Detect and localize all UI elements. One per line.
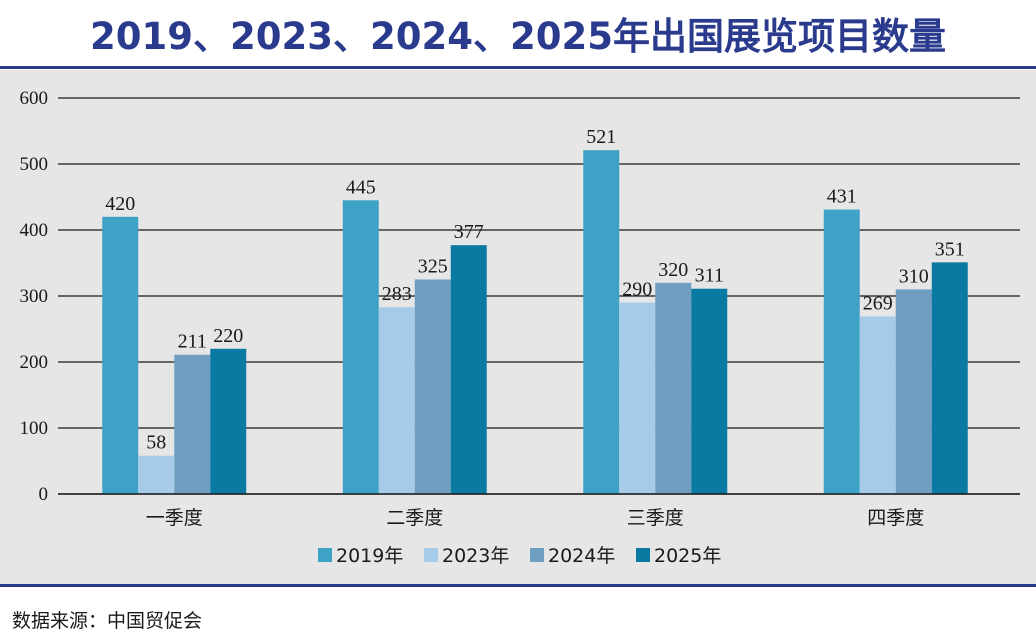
bar [414, 279, 451, 494]
legend-label: 2024年 [548, 545, 615, 567]
bar [619, 302, 656, 494]
data-label: 521 [586, 126, 616, 148]
x-category-label: 一季度 [146, 507, 203, 529]
bar [450, 245, 487, 494]
y-tick-label: 400 [20, 220, 49, 241]
data-source: 数据来源：中国贸促会 [12, 610, 203, 632]
data-label: 320 [658, 259, 688, 281]
bar [859, 316, 896, 494]
data-label: 310 [899, 265, 929, 287]
legend-swatch [636, 548, 650, 562]
data-label: 351 [935, 238, 965, 260]
bar-chart: 0 100 200 300 400 500 600 420 58 211 220 一季度 445 283 3… [20, 88, 1020, 567]
page-title: 2019、2023、2024、2025年出国展览项目数量 [90, 15, 946, 58]
bar [823, 209, 860, 495]
data-label: 325 [418, 256, 448, 278]
bar [174, 354, 211, 494]
data-label: 220 [213, 325, 243, 347]
data-label: 311 [695, 265, 724, 287]
data-label: 420 [105, 193, 135, 215]
bar [102, 216, 139, 495]
bar [138, 455, 175, 494]
data-label: 211 [178, 331, 207, 353]
legend-swatch [318, 548, 332, 562]
data-label: 445 [346, 176, 376, 198]
bottom-divider [0, 584, 1036, 587]
y-tick-label: 200 [20, 352, 49, 373]
x-category-label: 四季度 [867, 507, 924, 529]
title-divider [0, 66, 1036, 69]
legend-label: 2019年 [336, 545, 403, 567]
x-category-label: 二季度 [386, 507, 443, 529]
y-tick-label: 100 [20, 418, 49, 439]
data-label: 290 [622, 279, 652, 301]
bar [210, 348, 247, 494]
chart-panel: 0 100 200 300 400 500 600 420 58 211 220 一季度 445 283 3… [0, 70, 1036, 584]
y-tick-label: 600 [20, 88, 49, 109]
data-label: 58 [146, 432, 166, 454]
bar [378, 307, 415, 494]
legend-label: 2023年 [442, 545, 509, 567]
data-label: 269 [863, 292, 893, 314]
bar [342, 200, 379, 495]
bar [655, 282, 692, 494]
data-label: 283 [382, 283, 412, 305]
data-label: 377 [454, 221, 484, 243]
bar [895, 289, 932, 494]
legend-swatch [424, 548, 438, 562]
legend-swatch [530, 548, 544, 562]
legend-label: 2025年 [654, 545, 721, 567]
bar [691, 288, 728, 494]
data-label: 431 [827, 186, 857, 208]
x-category-label: 三季度 [627, 507, 684, 529]
y-tick-label: 0 [39, 484, 49, 505]
y-tick-label: 300 [20, 286, 49, 307]
bar [583, 150, 620, 494]
bar [931, 262, 968, 494]
y-tick-label: 500 [20, 154, 49, 175]
